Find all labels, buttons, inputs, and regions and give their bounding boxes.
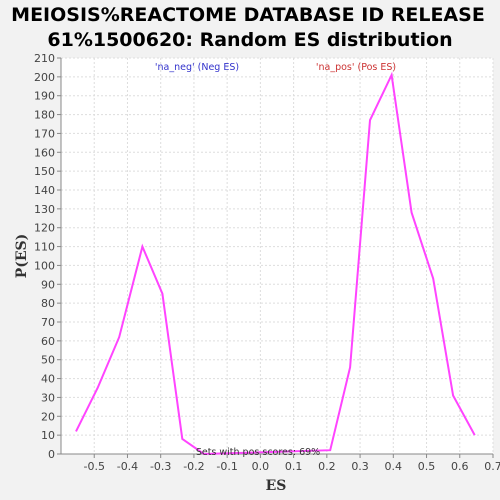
series-group — [75, 71, 476, 456]
y-tick-label: 20 — [41, 410, 55, 423]
y-tick-label: 110 — [34, 241, 55, 254]
pos-scores-annotation: Sets with pos scores: 69% — [196, 447, 320, 458]
y-tick-label: 60 — [41, 335, 55, 348]
x-tick-label: -0.5 — [83, 460, 104, 473]
y-tick-label: 80 — [41, 297, 55, 310]
y-tick-label: 0 — [48, 448, 55, 461]
y-tick-label: 160 — [34, 146, 55, 159]
y-tick-label: 90 — [41, 278, 55, 291]
x-axis-label: ES — [266, 478, 287, 494]
y-tick-label: 30 — [41, 391, 55, 404]
y-tick-label: 140 — [34, 184, 55, 197]
y-tick-label: 10 — [41, 429, 55, 442]
y-tick-label: 180 — [34, 109, 55, 122]
y-tick-label: 150 — [34, 165, 55, 178]
axes — [60, 58, 493, 455]
series-line-0 — [75, 71, 476, 456]
x-tick-label: -0.4 — [117, 460, 138, 473]
y-tick-label: 120 — [34, 222, 55, 235]
y-tick-label: 130 — [34, 203, 55, 216]
y-tick-label: 50 — [41, 354, 55, 367]
y-tick-label: 70 — [41, 316, 55, 329]
x-tick-label: 0.2 — [318, 460, 336, 473]
x-tick-label: 0.3 — [351, 460, 369, 473]
y-tick-label: 100 — [34, 259, 55, 272]
x-ticks: -0.5 -0.4 -0.3 -0.2 -0.1 0.0 0.1 0.2 0.3 0.4 0.5 0.… — [83, 454, 500, 473]
legend-pos-label: 'na_pos' (Pos ES) — [316, 62, 396, 73]
chart-title-line2: 61%1500620: Random ES distribution — [47, 29, 452, 51]
x-tick-label: 0.1 — [285, 460, 303, 473]
y-tick-label: 190 — [34, 90, 55, 103]
plot-area — [61, 58, 493, 454]
x-tick-label: -0.3 — [150, 460, 171, 473]
x-tick-label: -0.1 — [216, 460, 237, 473]
x-tick-label: 0.5 — [418, 460, 436, 473]
y-ticks: 0 10 20 30 40 50 60 70 80 90 100 110 120 130 140 150 160… — [34, 52, 61, 461]
y-tick-label: 200 — [34, 71, 55, 84]
y-tick-label: 40 — [41, 373, 55, 386]
chart-title-line1: MEIOSIS%REACTOME DATABASE ID RELEASE — [11, 4, 485, 26]
x-tick-label: 0.6 — [451, 460, 469, 473]
legend-neg-label: 'na_neg' (Neg ES) — [155, 62, 239, 73]
x-tick-label: 0.7 — [484, 460, 500, 473]
x-tick-label: 0.4 — [385, 460, 403, 473]
x-tick-label: 0.0 — [252, 460, 270, 473]
y-tick-label: 210 — [34, 52, 55, 65]
x-tick-label: -0.2 — [183, 460, 204, 473]
grid — [61, 57, 494, 455]
y-tick-label: 170 — [34, 127, 55, 140]
y-axis-label: P(ES) — [14, 234, 30, 279]
